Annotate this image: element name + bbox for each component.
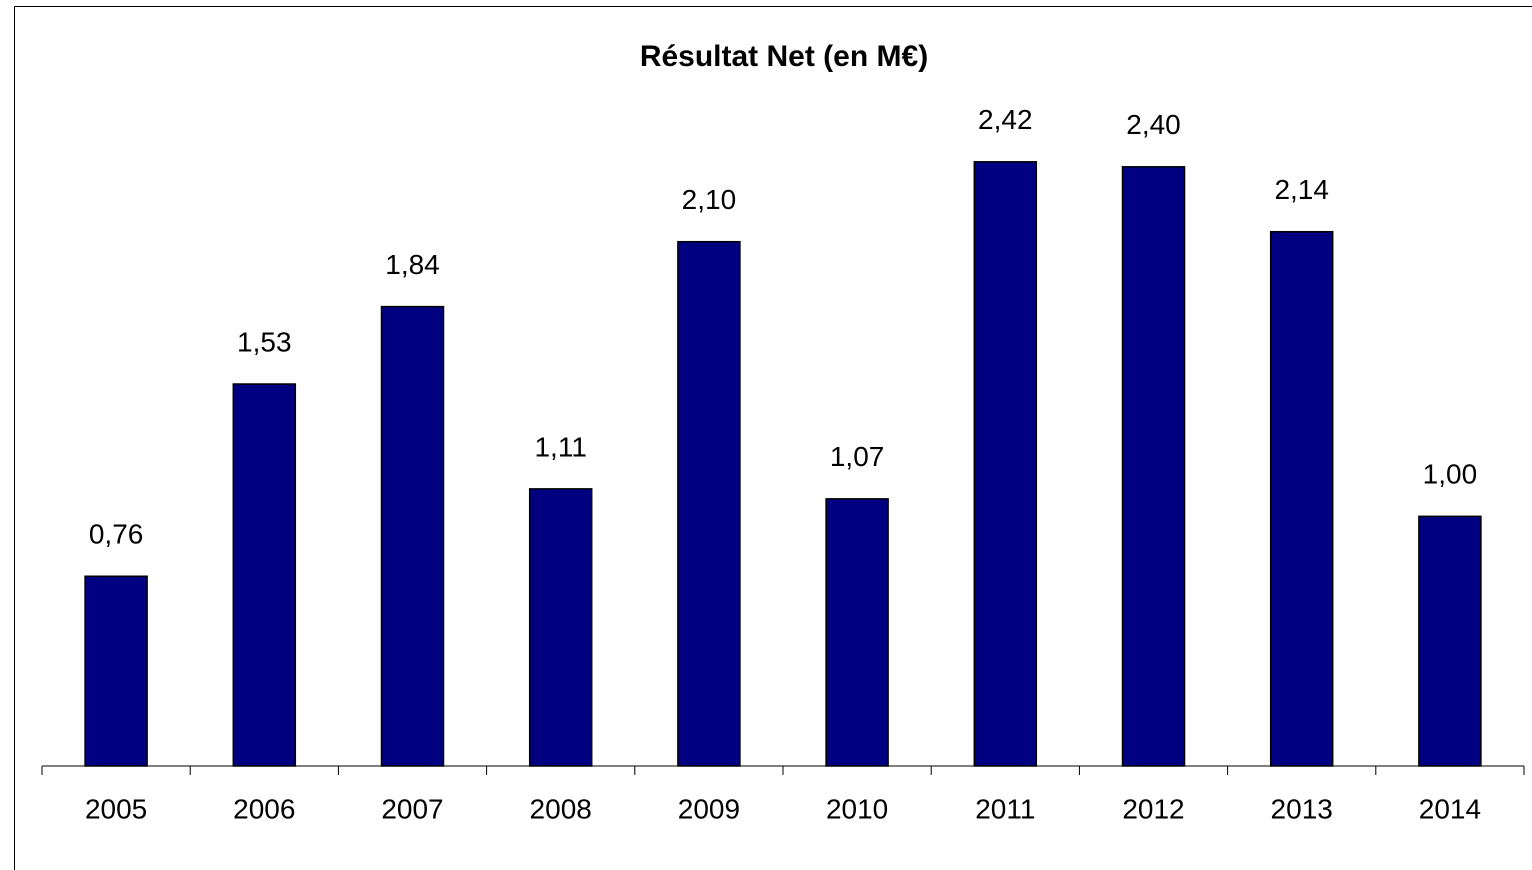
x-tick-label: 2013 [1271, 793, 1333, 824]
data-label: 1,11 [534, 431, 586, 462]
chart-title: Résultat Net (en M€) [640, 40, 928, 73]
bar [825, 498, 889, 767]
bar [84, 575, 148, 767]
x-tick-label: 2010 [826, 793, 888, 824]
x-tick-label: 2014 [1419, 793, 1481, 824]
bar [1121, 166, 1186, 767]
bar [973, 161, 1038, 767]
data-label: 2,42 [978, 104, 1033, 135]
x-tick-label: 2011 [975, 793, 1035, 824]
x-tick-label: 2005 [85, 793, 147, 824]
bar [232, 383, 297, 767]
data-label: 2,10 [682, 184, 737, 215]
data-label: 2,14 [1274, 174, 1329, 205]
bar [528, 488, 593, 767]
data-label: 1,84 [385, 249, 440, 280]
bar [1418, 515, 1482, 767]
x-tick-label: 2008 [530, 793, 592, 824]
data-label: 1,53 [237, 326, 292, 357]
bar [1269, 230, 1334, 767]
bar [677, 240, 741, 767]
x-tick-label: 2006 [233, 793, 295, 824]
x-tick-label: 2009 [678, 793, 740, 824]
data-label: 1,07 [830, 441, 885, 472]
data-label: 1,00 [1423, 459, 1478, 490]
x-tick-label: 2007 [381, 793, 443, 824]
data-label: 2,40 [1126, 109, 1181, 140]
data-label: 0,76 [89, 519, 144, 550]
bar [380, 305, 445, 767]
x-tick-label: 2012 [1122, 793, 1184, 824]
